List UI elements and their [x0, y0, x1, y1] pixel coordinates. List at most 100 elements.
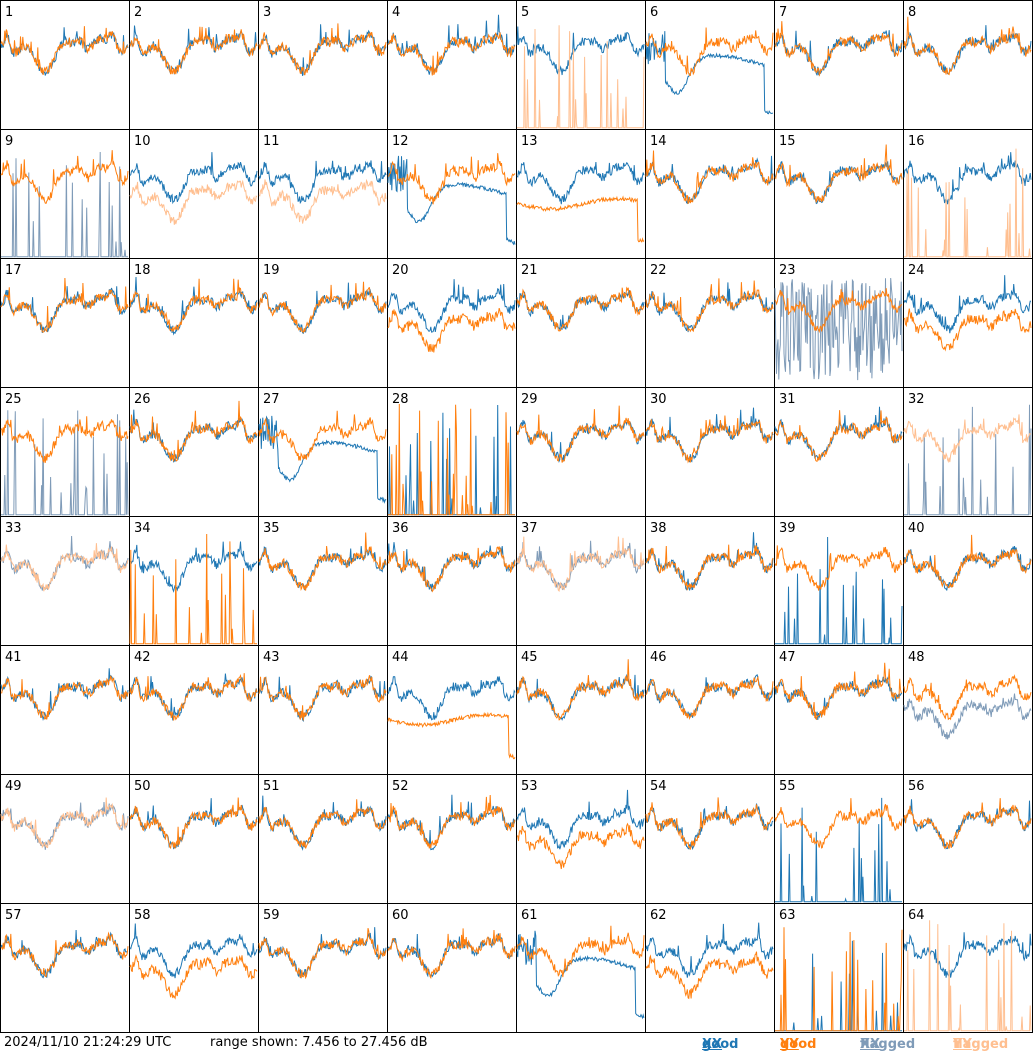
series-yy-line	[129, 533, 257, 645]
series-yy-line	[388, 403, 515, 516]
panel-number: 14	[650, 134, 667, 149]
panel-number: 6	[650, 5, 658, 20]
series-yy-line	[129, 954, 258, 1000]
panel-36: 36	[387, 516, 517, 646]
panel-number: 31	[779, 392, 796, 407]
panel-64: 64	[903, 903, 1033, 1033]
panel-frame	[516, 0, 646, 130]
panel-frame	[387, 516, 517, 646]
panel-19: 19	[258, 258, 388, 388]
panel-frame	[129, 0, 259, 130]
series-xx-line	[903, 152, 1032, 205]
panel-49: 49	[0, 774, 130, 904]
panel-number: 11	[263, 134, 280, 149]
panel-40: 40	[903, 516, 1033, 646]
panel-2: 2	[129, 0, 259, 130]
panel-number: 36	[392, 521, 409, 536]
panel-number: 16	[908, 134, 925, 149]
panel-frame	[258, 903, 388, 1033]
series-yy-line	[903, 674, 1032, 721]
panel-number: 62	[650, 908, 667, 923]
panel-29: 29	[516, 387, 646, 517]
panel-37: 37	[516, 516, 646, 646]
panel-frame	[645, 0, 775, 130]
series-yy-line	[904, 148, 1031, 258]
panel-25: 25	[0, 387, 130, 517]
series-yy-line	[645, 675, 774, 721]
panel-32: 32	[903, 387, 1033, 517]
panel-26: 26	[129, 387, 259, 517]
series-yy-line	[774, 410, 903, 462]
series-yy-line	[387, 546, 516, 593]
panel-frame	[387, 0, 517, 130]
panel-42: 42	[129, 645, 259, 775]
panel-47: 47	[774, 645, 904, 775]
panel-frame	[516, 129, 646, 259]
series-yy-line	[387, 307, 516, 353]
series-yy-line	[387, 32, 516, 76]
footer-bar: 2024/11/10 21:24:29 UTC range shown: 7.4…	[0, 1033, 1033, 1053]
series-xx-line	[1, 410, 129, 516]
panel-number: 49	[5, 779, 22, 794]
timestamp-label: 2024/11/10 21:24:29 UTC	[4, 1035, 172, 1050]
panel-number: 41	[5, 650, 22, 665]
panel-number: 47	[779, 650, 796, 665]
panel-51: 51	[258, 774, 388, 904]
panel-45: 45	[516, 645, 646, 775]
series-yy-line	[516, 659, 645, 721]
series-yy-line	[0, 931, 129, 978]
series-yy-line	[775, 927, 903, 1032]
panel-16: 16	[903, 129, 1033, 259]
series-xx-line	[0, 801, 129, 850]
panel-frame	[0, 774, 130, 904]
panel-number: 1	[5, 5, 13, 20]
panel-number: 3	[263, 5, 271, 20]
panel-22: 22	[645, 258, 775, 388]
series-xx-line	[516, 161, 645, 205]
series-yy-line	[516, 405, 645, 463]
panel-number: 57	[5, 908, 22, 923]
panel-number: 59	[263, 908, 280, 923]
series-xx-line	[129, 152, 258, 205]
series-xx-line	[645, 674, 774, 719]
panel-8: 8	[903, 0, 1033, 130]
panel-9: 9	[0, 129, 130, 259]
series-yy-line	[387, 153, 516, 205]
legend-flagged-yy-word: flagged	[953, 1037, 1009, 1052]
series-yy-line	[387, 928, 516, 980]
panel-20: 20	[387, 258, 517, 388]
series-xx-line	[258, 160, 387, 205]
panel-frame	[645, 258, 775, 388]
series-xx-line	[1, 151, 128, 258]
panel-46: 46	[645, 645, 775, 775]
legend-good-yy-pol: YY	[780, 1037, 799, 1052]
series-xx-line	[774, 406, 903, 461]
series-yy-line	[774, 798, 903, 849]
panel-39: 39	[774, 516, 904, 646]
panel-58: 58	[129, 903, 259, 1033]
series-yy-line	[258, 178, 387, 224]
series-yy-line	[516, 822, 645, 870]
panel-number: 38	[650, 521, 667, 536]
panel-number: 54	[650, 779, 667, 794]
series-xx-line	[129, 673, 258, 721]
panel-number: 44	[392, 650, 409, 665]
series-xx-line	[903, 275, 1032, 334]
series-yy-line	[0, 675, 129, 720]
series-xx-line	[516, 540, 645, 591]
legend-good-xx-pol: XX	[702, 1037, 723, 1052]
panel-53: 53	[516, 774, 646, 904]
panel-23: 23	[774, 258, 904, 388]
panel-number: 50	[134, 779, 151, 794]
series-xx-line	[388, 404, 515, 516]
panel-24: 24	[903, 258, 1033, 388]
panel-frame	[645, 129, 775, 259]
panel-number: 60	[392, 908, 409, 923]
series-yy-line	[387, 794, 516, 849]
panel-number: 58	[134, 908, 151, 923]
series-xx-line	[258, 415, 387, 504]
series-yy-line	[0, 416, 129, 464]
series-yy-line	[387, 711, 516, 760]
panel-60: 60	[387, 903, 517, 1033]
panel-number: 33	[5, 521, 22, 536]
